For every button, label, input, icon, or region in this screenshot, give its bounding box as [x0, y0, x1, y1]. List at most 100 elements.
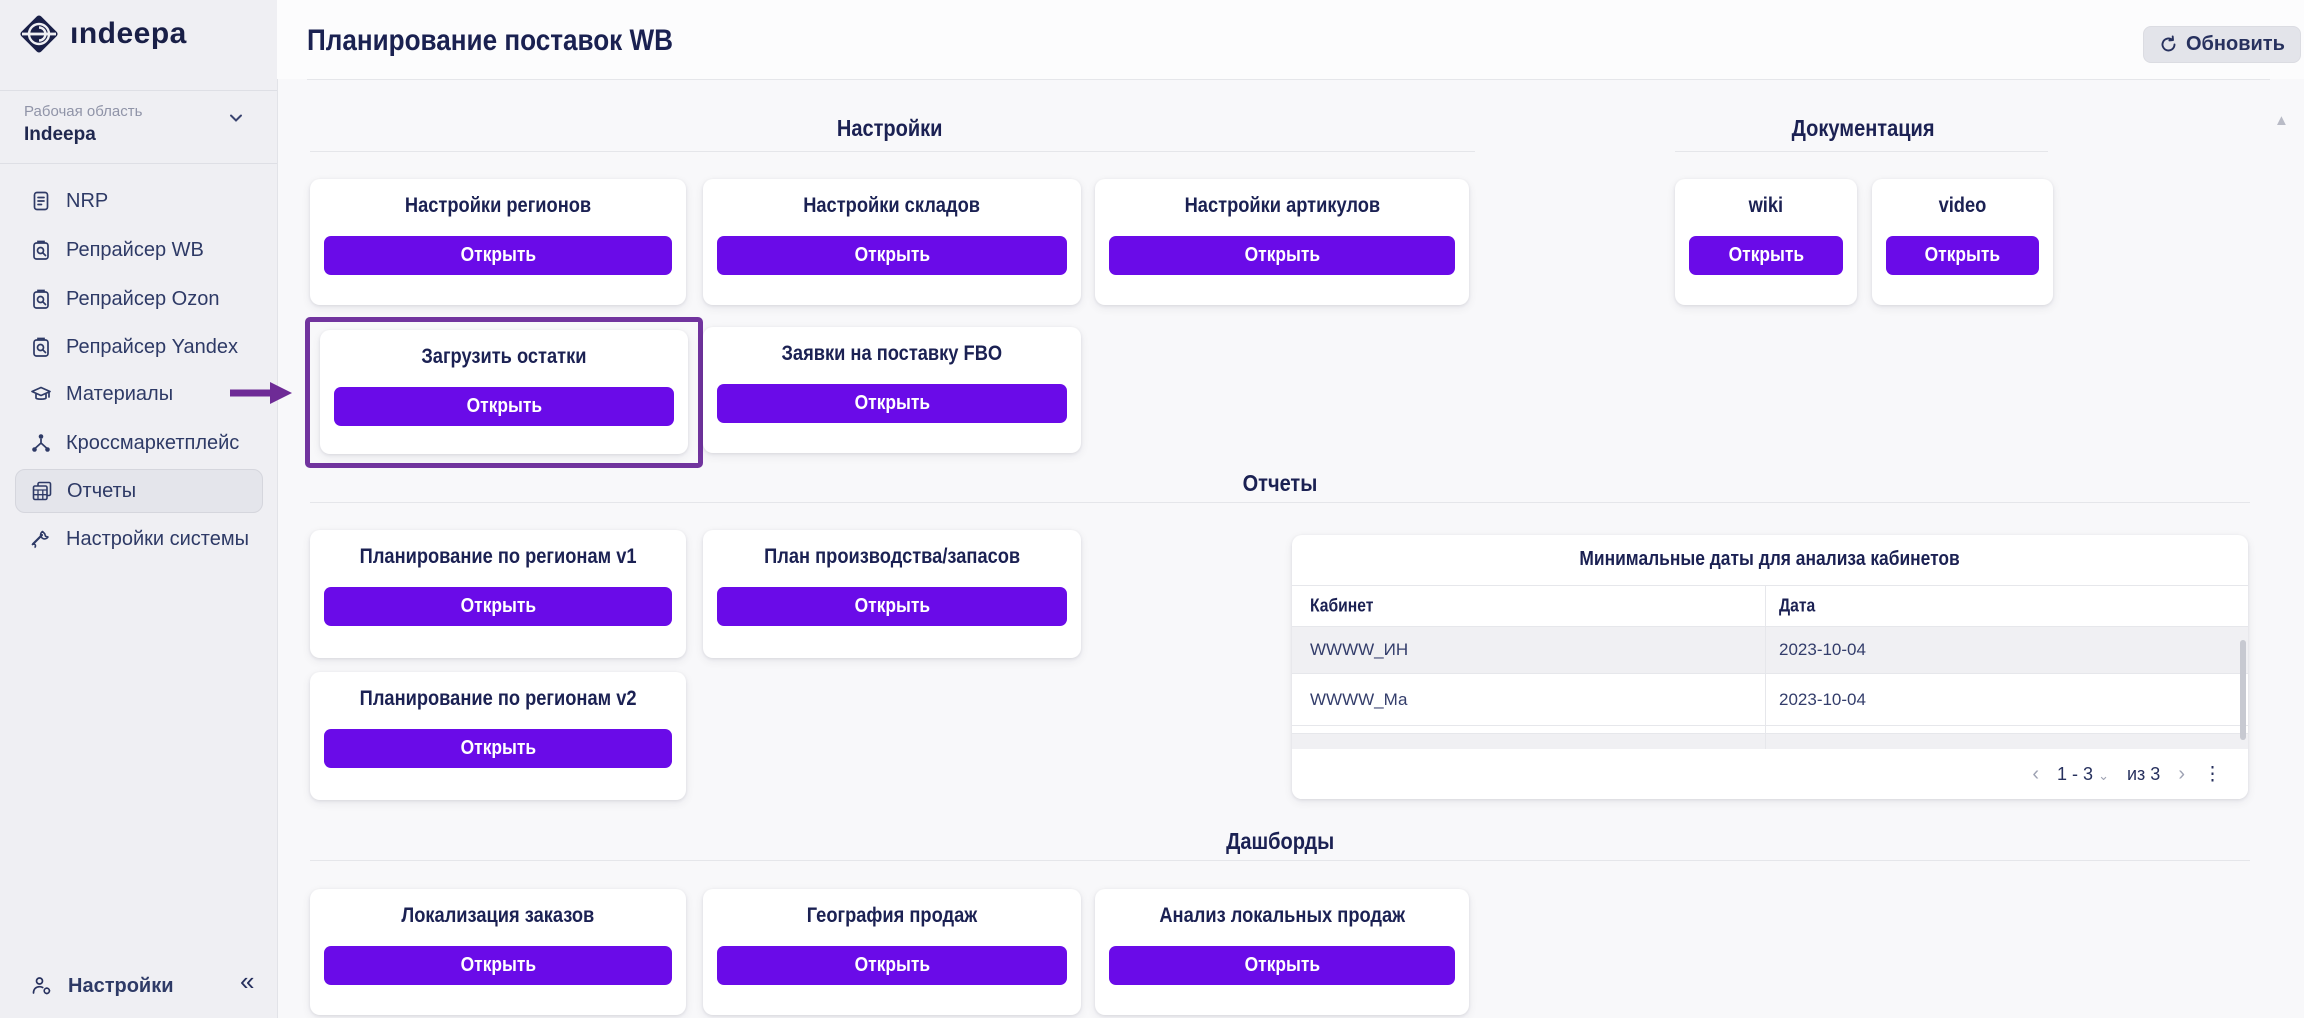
- sidebar-item-crossmarketplace[interactable]: Кроссмаркетплейс: [15, 421, 263, 465]
- open-button[interactable]: Открыть: [1886, 236, 2039, 275]
- page-prev-icon[interactable]: ‹: [2032, 762, 2040, 785]
- sidebar-item-repricer-wb[interactable]: Репрайсер WB: [15, 228, 263, 272]
- sidebar-item-label: Репрайсер Ozon: [66, 287, 220, 310]
- card-region-planning-v2: Планирование по регионам v2 Открыть: [310, 672, 686, 800]
- card-title: Анализ локальных продаж: [1159, 904, 1405, 927]
- workspace-label: Рабочая область: [24, 103, 143, 120]
- table-row: WWWW_ИН 2023-10-04: [1292, 627, 2248, 674]
- card-fbo-requests: Заявки на поставку FBO Открыть: [703, 327, 1081, 453]
- card-wiki: wiki Открыть: [1675, 179, 1857, 305]
- table-row-partial: [1292, 733, 2248, 749]
- column-header: Кабинет: [1310, 595, 1374, 616]
- sidebar-item-system-settings[interactable]: Настройки системы: [15, 517, 263, 561]
- table-header-row: Кабинет Дата: [1292, 585, 2248, 627]
- sidebar-item-label: NRP: [66, 189, 109, 212]
- sidebar-item-label: Отчеты: [67, 479, 137, 502]
- sidebar-item-label: Кроссмаркетплейс: [66, 431, 240, 454]
- sidebar-footer: Настройки «: [0, 964, 277, 1010]
- sidebar-item-label: Репрайсер WB: [66, 238, 204, 261]
- card-upload-stock: Загрузить остатки Открыть: [320, 330, 688, 454]
- sidebar-item-label: Репрайсер Yandex: [66, 335, 238, 358]
- table-pagination: ‹ 1 - 3 ⌄ из 3 › ⋮: [1292, 749, 2248, 799]
- divider: [0, 163, 277, 164]
- page-range[interactable]: 1 - 3 ⌄: [2057, 763, 2109, 784]
- clipboard-search-icon: [33, 240, 49, 260]
- table-scrollbar-thumb[interactable]: [2240, 640, 2246, 740]
- card-title: Настройки артикулов: [1184, 194, 1380, 217]
- open-button[interactable]: Открыть: [324, 236, 672, 275]
- document-icon: [33, 191, 49, 211]
- cell-cabinet: WWWW_ИН: [1310, 640, 1409, 659]
- card-region-planning-v1: Планирование по регионам v1 Открыть: [310, 530, 686, 658]
- card-production-plan: План производства/запасов Открыть: [703, 530, 1081, 658]
- sidebar-settings-label: Настройки: [68, 974, 174, 997]
- sidebar-item-nrp[interactable]: NRP: [15, 179, 263, 223]
- sidebar-item-materials[interactable]: Материалы: [15, 372, 263, 416]
- page-header: [277, 0, 2304, 79]
- page-next-icon[interactable]: ›: [2178, 762, 2185, 785]
- section-title-reports: Отчеты: [1242, 470, 1318, 496]
- open-button[interactable]: Открыть: [717, 384, 1067, 423]
- card-local-sales-analysis: Анализ локальных продаж Открыть: [1095, 889, 1469, 1015]
- cell-cabinet: WWWW_Ма: [1310, 689, 1408, 709]
- table-row: WWWW_Ма 2023-10-04: [1292, 674, 2248, 726]
- sidebar-item-repricer-yandex[interactable]: Репрайсер Yandex: [15, 325, 263, 369]
- chevron-down-icon[interactable]: [226, 108, 246, 128]
- refresh-label: Обновить: [2186, 33, 2285, 55]
- card-title: video: [1938, 194, 1987, 217]
- card-title: Настройки складов: [803, 194, 981, 217]
- refresh-button[interactable]: Обновить: [2143, 26, 2301, 63]
- sidebar: ındeepa Рабочая область Indeepa NRP Репр…: [0, 0, 278, 1018]
- cell-date: 2023-10-04: [1779, 640, 1866, 659]
- divider: [307, 79, 2270, 80]
- card-sales-geography: География продаж Открыть: [703, 889, 1081, 1015]
- cell-date: 2023-10-04: [1779, 689, 1866, 709]
- divider: [310, 860, 2250, 861]
- sidebar-item-label: Настройки системы: [66, 527, 249, 550]
- network-icon: [32, 434, 50, 452]
- logo-diamond-icon: [20, 15, 58, 53]
- page-title: Планирование поставок WB: [307, 24, 673, 57]
- divider: [310, 151, 1475, 152]
- open-button[interactable]: Открыть: [717, 946, 1067, 985]
- open-button[interactable]: Открыть: [324, 946, 672, 985]
- card-video: video Открыть: [1872, 179, 2053, 305]
- more-options-icon[interactable]: ⋮: [2203, 763, 2222, 785]
- card-settings-regions: Настройки регионов Открыть: [310, 179, 686, 305]
- open-button[interactable]: Открыть: [717, 587, 1067, 626]
- card-settings-warehouses: Настройки складов Открыть: [703, 179, 1081, 305]
- page-total: из 3: [2127, 763, 2161, 784]
- divider: [0, 90, 277, 91]
- card-title: Планирование по регионам v1: [359, 545, 637, 568]
- open-button[interactable]: Открыть: [1689, 236, 1843, 275]
- card-order-localization: Локализация заказов Открыть: [310, 889, 686, 1015]
- open-button[interactable]: Открыть: [324, 587, 672, 626]
- open-button[interactable]: Открыть: [717, 236, 1067, 275]
- section-title-documentation: Документация: [1792, 115, 1935, 141]
- tools-icon: [31, 530, 49, 549]
- column-header: Дата: [1779, 595, 1816, 616]
- user-gear-icon: [32, 977, 51, 995]
- divider: [1675, 151, 2048, 152]
- logo-wordmark: ındeepa: [70, 17, 187, 50]
- section-title-settings: Настройки: [837, 115, 943, 141]
- sidebar-settings-button[interactable]: Настройки: [15, 964, 263, 1008]
- sidebar-item-reports[interactable]: Отчеты: [15, 469, 263, 513]
- card-title: Локализация заказов: [401, 904, 595, 927]
- card-title: Планирование по регионам v2: [359, 687, 637, 710]
- open-button[interactable]: Открыть: [324, 729, 672, 768]
- open-button[interactable]: Открыть: [334, 387, 674, 426]
- table-title: Минимальные даты для анализа кабинетов: [1579, 548, 1961, 570]
- divider: [310, 502, 2250, 503]
- card-title: План производства/запасов: [763, 545, 1021, 568]
- open-button[interactable]: Открыть: [1109, 946, 1455, 985]
- open-button[interactable]: Открыть: [1109, 236, 1455, 275]
- sidebar-item-repricer-ozon[interactable]: Репрайсер Ozon: [15, 277, 263, 321]
- collapse-sidebar-icon[interactable]: «: [240, 966, 255, 996]
- scroll-up-icon[interactable]: ▲: [2274, 112, 2289, 129]
- column-divider: [1765, 585, 1766, 749]
- section-title-dashboards: Дашборды: [1225, 828, 1335, 854]
- card-title: Загрузить остатки: [421, 345, 587, 368]
- min-dates-table: Минимальные даты для анализа кабинетов К…: [1292, 535, 2248, 799]
